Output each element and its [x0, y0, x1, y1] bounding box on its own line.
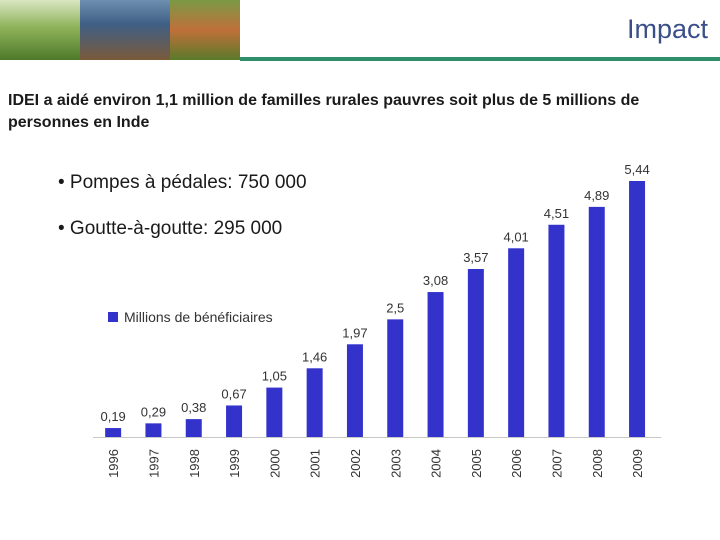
- data-label-1999: 0,67: [221, 386, 246, 401]
- bar-2006: [508, 248, 525, 437]
- bullet-drip-irrigation: • Goutte-à-goutte: 295 000: [58, 218, 283, 239]
- x-tick-label-2000: 2000: [267, 449, 282, 478]
- intro-text: IDEI a aidé environ 1,1 million de famil…: [8, 92, 640, 131]
- x-tick-label-2009: 2009: [630, 449, 645, 478]
- bar-2005: [467, 269, 484, 437]
- x-tick-label-1997: 1997: [146, 449, 161, 478]
- data-label-2007: 4,51: [544, 206, 569, 221]
- x-tick-label-2003: 2003: [388, 449, 403, 478]
- data-label-2001: 1,46: [302, 349, 327, 364]
- header-photo-strip: [0, 0, 240, 60]
- legend-label: Millions de bénéficiaires: [124, 309, 273, 325]
- page-title: Impact: [626, 14, 708, 44]
- bar-2002: [346, 344, 363, 437]
- bar-2003: [387, 319, 404, 437]
- farmer-photo: [170, 0, 240, 60]
- bar-1996: [105, 428, 122, 437]
- data-label-2006: 4,01: [503, 229, 528, 244]
- data-label-2003: 2,5: [386, 300, 404, 315]
- bar-1997: [145, 423, 162, 437]
- x-tick-label-1999: 1999: [227, 449, 242, 478]
- data-label-2002: 1,97: [342, 325, 367, 340]
- x-tick-label-2008: 2008: [590, 449, 605, 478]
- data-label-1998: 0,38: [181, 400, 206, 415]
- field-photo: [0, 0, 80, 60]
- x-tick-label-2001: 2001: [308, 449, 323, 478]
- x-tick-label-2004: 2004: [429, 449, 444, 478]
- data-label-1997: 0,29: [141, 404, 166, 419]
- x-tick-label-1996: 1996: [106, 449, 121, 478]
- data-label-2009: 5,44: [624, 162, 649, 177]
- data-label-2000: 1,05: [262, 369, 287, 384]
- bar-2001: [306, 368, 323, 437]
- data-label-2005: 3,57: [463, 250, 488, 265]
- bullet-treadle-pumps: • Pompes à pédales: 750 000: [58, 172, 307, 193]
- shop-photo: [80, 0, 170, 60]
- x-tick-label-2007: 2007: [549, 449, 564, 478]
- bar-1999: [226, 405, 243, 437]
- x-tick-label-2002: 2002: [348, 449, 363, 478]
- bar-2008: [588, 206, 605, 437]
- legend-swatch: [108, 312, 118, 322]
- data-label-2004: 3,08: [423, 273, 448, 288]
- data-label-2008: 4,89: [584, 188, 609, 203]
- bar-2004: [427, 292, 444, 437]
- x-tick-label-1998: 1998: [187, 449, 202, 478]
- title-divider: [240, 57, 720, 61]
- bar-1998: [185, 419, 202, 437]
- bar-2009: [629, 181, 646, 437]
- x-tick-label-2005: 2005: [469, 449, 484, 478]
- bar-2007: [548, 224, 565, 437]
- bar-2000: [266, 387, 283, 437]
- data-label-1996: 0,19: [100, 409, 125, 424]
- x-tick-label-2006: 2006: [509, 449, 524, 478]
